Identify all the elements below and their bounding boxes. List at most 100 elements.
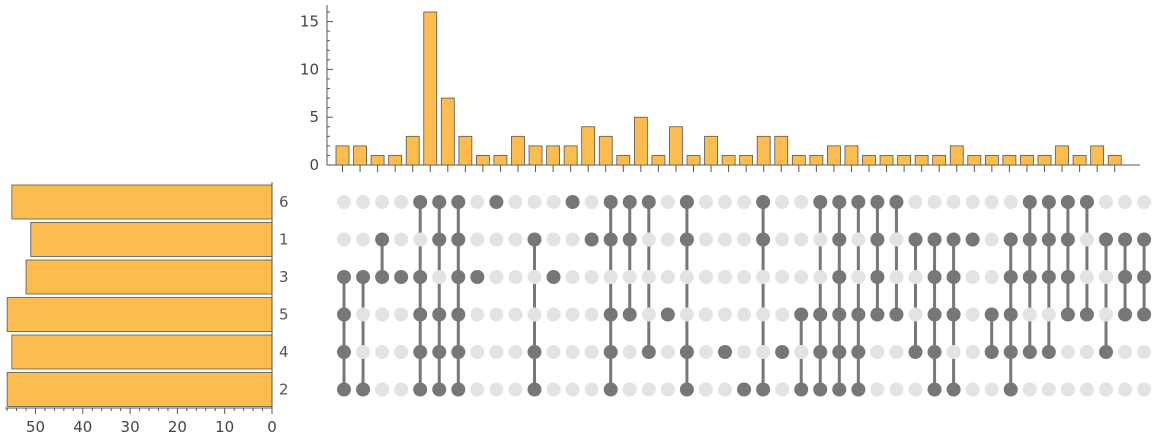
membership-dot-off	[565, 345, 580, 359]
membership-dot-off	[375, 345, 390, 359]
membership-dot-off	[794, 232, 809, 247]
set-tick-label: 0	[267, 418, 277, 436]
intersection-bar	[598, 135, 613, 166]
membership-dot-off	[565, 382, 580, 397]
membership-dot-on	[870, 270, 885, 284]
intersection-bar	[651, 155, 666, 166]
membership-dot-off	[813, 232, 828, 247]
membership-dot-off	[775, 195, 790, 209]
membership-dot-on	[1118, 232, 1133, 247]
membership-dot-off	[394, 345, 409, 359]
membership-dot-on	[984, 307, 999, 322]
set-tick-label: 20	[168, 418, 187, 436]
membership-dot-off	[794, 195, 809, 209]
membership-dot-off	[489, 382, 504, 397]
intersection-bar	[791, 155, 806, 166]
membership-dot-on	[851, 382, 866, 397]
membership-dot-on	[1003, 307, 1018, 322]
intersection-bar	[669, 126, 683, 166]
intersection-bar	[633, 116, 648, 166]
membership-dot-off	[698, 270, 713, 284]
membership-dot-on	[356, 270, 371, 284]
membership-dot-on	[432, 232, 447, 247]
intersection-bar	[370, 155, 385, 166]
set-label: 1	[279, 231, 289, 249]
membership-dot-on	[413, 270, 428, 284]
intersection-bar	[897, 155, 911, 166]
intersection-bar	[1002, 155, 1017, 166]
membership-dot-off	[394, 307, 409, 322]
set-size-bar	[30, 222, 273, 257]
membership-dot-off	[1137, 345, 1152, 359]
membership-dot-on	[870, 232, 885, 247]
intersection-bar	[932, 155, 947, 166]
intersection-bar	[984, 155, 999, 166]
membership-dot-on	[432, 382, 447, 397]
membership-dot-on	[603, 307, 618, 322]
membership-dot-on	[584, 232, 599, 247]
membership-dot-off	[584, 195, 599, 209]
membership-dot-on	[1022, 345, 1037, 359]
membership-dot-off	[470, 195, 485, 209]
membership-dot-off	[775, 270, 790, 284]
intersection-bar	[879, 155, 894, 166]
membership-dot-on	[813, 307, 828, 322]
set-size-bar	[25, 259, 273, 295]
membership-dot-on	[603, 195, 618, 209]
membership-dot-off	[584, 382, 599, 397]
membership-dot-on	[1137, 232, 1152, 247]
membership-dot-on	[451, 195, 466, 209]
membership-dot-off	[908, 382, 923, 397]
membership-dot-off	[698, 307, 713, 322]
membership-dot-off	[718, 195, 732, 209]
intersection-bar	[914, 155, 929, 166]
membership-dot-off	[622, 382, 637, 397]
membership-dot-off	[737, 270, 752, 284]
membership-dot-off	[794, 345, 809, 359]
membership-dot-on	[679, 232, 694, 247]
membership-dot-off	[984, 195, 999, 209]
membership-dot-off	[1079, 232, 1094, 247]
membership-dot-off	[546, 307, 561, 322]
membership-dot-on	[927, 307, 942, 322]
intersection-bar	[739, 155, 754, 166]
intersection-bar	[704, 135, 718, 166]
membership-dot-on	[1060, 270, 1075, 284]
set-label: 6	[279, 193, 289, 211]
membership-dot-on	[756, 382, 771, 397]
membership-dot-off	[946, 195, 961, 209]
intersection-bar	[493, 155, 508, 166]
set-size-bar	[11, 184, 273, 220]
membership-dot-on	[794, 307, 809, 322]
membership-dot-on	[679, 345, 694, 359]
membership-dot-off	[413, 232, 428, 247]
membership-dot-on	[832, 195, 847, 209]
membership-dot-on	[908, 345, 923, 359]
membership-dot-off	[337, 232, 351, 247]
membership-dot-on	[1060, 307, 1075, 322]
membership-dot-off	[641, 270, 656, 284]
membership-dot-off	[641, 307, 656, 322]
membership-dot-off	[641, 232, 656, 247]
membership-dot-off	[775, 307, 790, 322]
membership-dot-on	[718, 345, 732, 359]
membership-dot-on	[1022, 270, 1037, 284]
membership-dot-off	[546, 195, 561, 209]
membership-dot-off	[1022, 307, 1037, 322]
membership-dot-on	[1118, 270, 1133, 284]
membership-dot-off	[965, 307, 980, 322]
membership-dot-off	[698, 232, 713, 247]
membership-dot-on	[1137, 270, 1152, 284]
membership-dot-on	[413, 195, 428, 209]
membership-dot-on	[946, 232, 961, 247]
membership-dot-off	[660, 232, 675, 247]
membership-dot-off	[489, 307, 504, 322]
membership-dot-on	[413, 345, 428, 359]
membership-dot-off	[889, 345, 904, 359]
membership-dot-on	[641, 195, 656, 209]
intersection-bar	[721, 155, 736, 166]
membership-dot-off	[1099, 307, 1113, 322]
membership-dot-off	[1041, 307, 1056, 322]
membership-dot-off	[1137, 382, 1152, 397]
